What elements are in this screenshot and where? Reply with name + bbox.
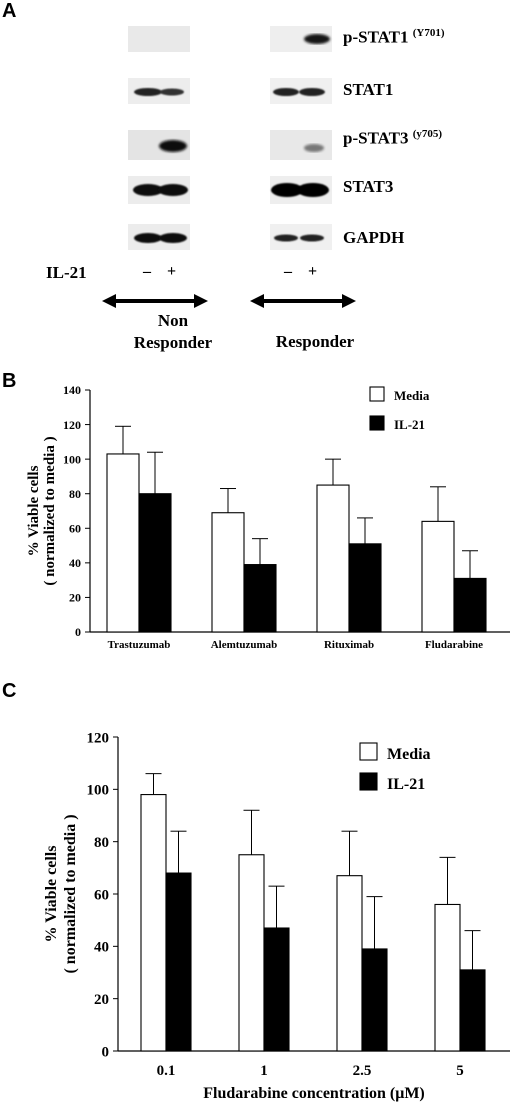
lane-sign: + xyxy=(308,263,318,280)
treatment-label: IL-21 xyxy=(46,263,87,282)
y-axis-label: % Viable cells xyxy=(26,465,42,556)
bar-media xyxy=(316,484,350,633)
blot-band xyxy=(271,183,303,197)
blot-band xyxy=(134,233,162,243)
blot-label-stat3: STAT3 xyxy=(343,177,394,196)
bar-il-21 xyxy=(138,493,172,633)
blot-label-gapdh: GAPDH xyxy=(343,228,405,247)
non-responder-label: Non Responder xyxy=(133,311,213,352)
blot-band xyxy=(299,88,325,96)
bar-il-21 xyxy=(361,948,388,1052)
x-category-label: Trastuzumab xyxy=(108,639,171,651)
y-tick-label: 80 xyxy=(69,487,81,501)
y-axis-label: ( normalized to media ) xyxy=(42,436,58,585)
legend-label: Media xyxy=(387,746,431,763)
blot-band xyxy=(300,234,324,242)
x-category-label: Alemtuzumab xyxy=(211,639,278,651)
blot-label-stat1: STAT1 xyxy=(343,80,394,99)
bar-il-21 xyxy=(453,577,487,633)
y-tick-label: 100 xyxy=(63,452,81,466)
y-tick-label: 40 xyxy=(94,940,109,956)
y-tick-label: 20 xyxy=(94,992,109,1008)
y-tick-label: 120 xyxy=(87,730,110,746)
blot-label-p-stat3: p-STAT3 (y705) xyxy=(343,128,443,148)
blot-band xyxy=(304,34,330,44)
responder-arrow xyxy=(250,294,356,308)
non-responder-arrow xyxy=(102,294,208,308)
y-tick-label: 0 xyxy=(75,625,81,639)
y-axis-label: ( normalized to media ) xyxy=(62,814,79,973)
blot-band xyxy=(160,88,184,96)
x-category-label: Fludarabine xyxy=(425,639,483,651)
bar-il-21 xyxy=(165,872,192,1052)
legend-swatch xyxy=(369,415,385,431)
blot-band xyxy=(159,233,187,243)
chart-c: 0 20 40 60 80 100 120 0.1 1 2.5 5 % Viable cells( n… xyxy=(43,730,510,1102)
western-blot-image xyxy=(128,26,332,250)
blot-band xyxy=(273,88,299,96)
x-category-label: 2.5 xyxy=(353,1063,372,1079)
bar-il-21 xyxy=(263,927,290,1052)
bar-media xyxy=(106,453,140,633)
panel-b-letter: B xyxy=(2,370,17,392)
blot-band xyxy=(133,184,163,196)
blot-strip xyxy=(270,130,332,160)
chart-b: 0 20 40 60 80 100 120 140 Trastuzumab Alemtuzumab… xyxy=(26,385,510,651)
x-category-label: 1 xyxy=(260,1063,268,1079)
bar-media xyxy=(211,512,245,633)
blot-band xyxy=(134,88,162,96)
lane-sign: + xyxy=(167,263,177,280)
blot-band xyxy=(158,184,188,196)
bar-media xyxy=(140,794,167,1052)
blot-band xyxy=(274,234,298,242)
bar-il-21 xyxy=(459,969,486,1052)
group-arrows xyxy=(102,294,356,308)
legend-swatch xyxy=(359,742,378,761)
bar-media xyxy=(336,875,363,1052)
bar-media xyxy=(434,903,461,1052)
y-tick-label: 140 xyxy=(63,385,81,397)
blot-band xyxy=(159,140,187,152)
y-tick-label: 20 xyxy=(69,591,81,605)
y-tick-label: 120 xyxy=(63,418,81,432)
legend-swatch xyxy=(369,386,385,402)
y-tick-label: 0 xyxy=(102,1044,110,1060)
legend-label: IL-21 xyxy=(387,776,425,793)
x-category-label: 0.1 xyxy=(157,1063,176,1079)
bar-media xyxy=(421,520,455,633)
blot-band xyxy=(304,144,324,152)
x-axis-label: Fludarabine concentration (μM) xyxy=(203,1085,425,1102)
blot-strip xyxy=(128,26,190,52)
y-tick-label: 80 xyxy=(94,835,109,851)
lane-sign: – xyxy=(143,263,151,280)
lane-sign: – xyxy=(284,263,292,280)
bar-il-21 xyxy=(243,564,277,633)
y-tick-label: 60 xyxy=(69,521,81,535)
legend-label: IL-21 xyxy=(394,417,425,432)
legend-swatch xyxy=(359,772,378,791)
blot-label-p-stat1: p-STAT1 (Y701) xyxy=(343,27,445,47)
y-tick-label: 60 xyxy=(94,887,109,903)
bar-media xyxy=(238,854,265,1052)
y-tick-label: 40 xyxy=(69,556,81,570)
panel-a-letter: A xyxy=(2,0,17,22)
x-category-label: 5 xyxy=(456,1063,464,1079)
responder-label: Responder xyxy=(275,332,355,351)
bar-il-21 xyxy=(348,543,382,633)
blot-band xyxy=(297,183,329,197)
y-tick-label: 100 xyxy=(87,783,110,799)
y-axis-label: % Viable cells xyxy=(43,846,60,943)
x-category-label: Rituximab xyxy=(324,639,374,651)
panel-c-letter: C xyxy=(2,680,17,702)
legend-label: Media xyxy=(394,388,430,403)
